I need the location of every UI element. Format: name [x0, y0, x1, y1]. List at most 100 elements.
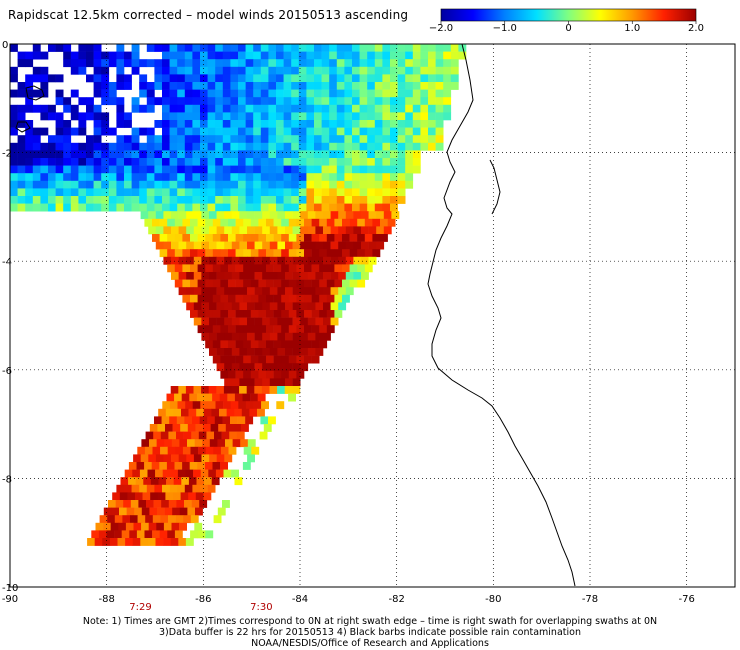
wind-cell: [179, 439, 188, 448]
wind-cell: [254, 363, 263, 372]
wind-cell: [177, 59, 186, 68]
wind-cell: [147, 469, 156, 478]
wind-cell: [344, 112, 353, 121]
wind-cell: [200, 59, 208, 68]
swath-time-labels: 7:29 7:30: [129, 602, 272, 613]
wind-cell: [405, 59, 414, 68]
wind-cell: [91, 530, 100, 539]
wind-cell: [390, 142, 398, 151]
wind-cell: [300, 272, 309, 280]
wind-cell: [329, 120, 338, 128]
wind-cell: [266, 249, 274, 258]
wind-cell: [32, 44, 41, 52]
wind-cell: [166, 393, 175, 402]
wind-cell: [314, 112, 322, 121]
wind-cell: [364, 234, 373, 242]
wind-cell: [200, 44, 208, 52]
wind-cell: [283, 74, 292, 83]
wind-cell: [171, 241, 179, 250]
wind-cell: [352, 51, 360, 60]
wind-cell: [224, 348, 233, 356]
wind-cell: [10, 127, 18, 136]
wind-cell: [268, 127, 277, 136]
wind-cell: [288, 234, 297, 242]
wind-cell: [184, 135, 193, 144]
wind-cell: [382, 180, 391, 189]
wind-cell: [245, 127, 254, 136]
wind-cell: [284, 386, 293, 394]
wind-cell: [230, 127, 239, 136]
wind-cell: [243, 340, 252, 349]
wind-cell: [273, 218, 282, 227]
wind-cell: [216, 256, 225, 265]
wind-cell: [298, 74, 307, 83]
wind-cell: [243, 264, 252, 273]
wind-cell: [131, 150, 140, 159]
wind-cell: [87, 538, 95, 546]
wind-cell: [63, 97, 72, 106]
wind-cell: [412, 142, 421, 151]
wind-cell: [160, 446, 168, 455]
wind-cell: [212, 249, 221, 258]
wind-cell: [397, 142, 406, 151]
wind-cell: [397, 51, 406, 60]
wind-cell: [250, 249, 259, 258]
wind-difference-cells: [10, 44, 467, 546]
wind-cell: [311, 355, 320, 364]
wind-cell: [86, 135, 94, 144]
wind-cell: [273, 325, 282, 334]
wind-cell: [177, 165, 186, 174]
wind-cell: [260, 66, 269, 75]
wind-cell: [193, 386, 202, 394]
wind-cell: [154, 150, 163, 159]
wind-cell: [344, 165, 353, 174]
wind-cell: [169, 203, 178, 212]
wind-cell: [152, 218, 160, 227]
wind-cell: [177, 74, 186, 83]
wind-cell: [132, 538, 141, 546]
wind-cell: [296, 370, 305, 379]
wind-cell: [101, 51, 110, 60]
wind-cell: [304, 218, 312, 227]
wind-cell: [86, 112, 94, 121]
wind-cell: [338, 256, 347, 265]
wind-cell: [124, 173, 132, 182]
wind-cell: [268, 416, 276, 425]
wind-cell: [314, 44, 322, 52]
wind-cell: [253, 97, 262, 106]
wind-cell: [184, 51, 193, 60]
wind-cell: [226, 408, 235, 417]
wind-cell: [108, 500, 116, 508]
wind-cell: [183, 431, 192, 440]
wind-cell: [156, 439, 165, 448]
wind-cell: [215, 180, 224, 189]
wind-cell: [161, 416, 170, 425]
wind-cell: [283, 142, 292, 151]
wind-cell: [200, 112, 208, 121]
wind-cell: [200, 104, 208, 113]
wind-cell: [124, 74, 132, 83]
wind-cell: [197, 325, 206, 334]
wind-cell: [382, 112, 391, 121]
wind-cell: [207, 150, 216, 159]
wind-cell: [336, 44, 345, 52]
wind-cell: [397, 66, 406, 75]
wind-cell: [182, 264, 191, 273]
wind-cell: [230, 59, 239, 68]
wind-cell: [159, 218, 168, 227]
wind-cell: [397, 104, 406, 113]
wind-cell: [420, 66, 429, 75]
wind-cell: [382, 127, 391, 136]
wind-cell: [136, 462, 145, 470]
wind-cell: [262, 256, 271, 265]
wind-cell: [201, 302, 210, 311]
wind-cell: [315, 348, 324, 356]
wind-cell: [321, 135, 330, 144]
wind-cell: [262, 363, 271, 372]
wind-cell: [111, 507, 120, 516]
wind-cell: [359, 173, 368, 182]
wind-cell: [209, 211, 217, 220]
wind-cell: [157, 492, 166, 501]
wind-cell: [374, 89, 383, 98]
wind-cell: [390, 97, 398, 106]
